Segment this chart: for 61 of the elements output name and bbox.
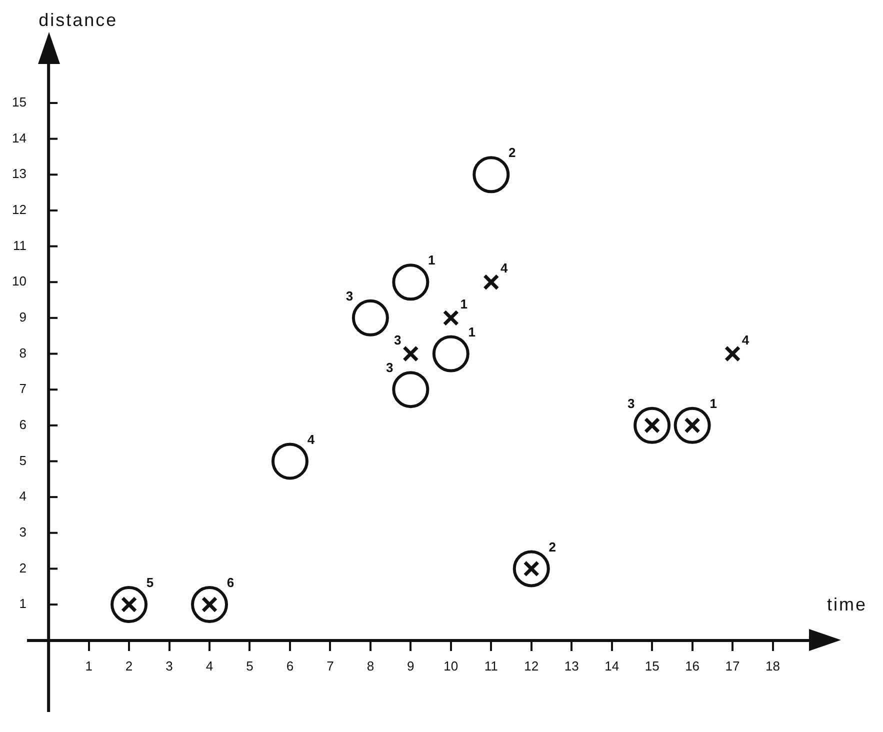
y-tick-label: 3 — [19, 524, 26, 540]
point — [432, 335, 470, 372]
point — [392, 371, 430, 408]
y-tick-label: 2 — [19, 560, 26, 576]
x-tick-label: 1 — [85, 658, 92, 674]
annotation: 4 — [307, 432, 316, 447]
y-tick-label: 8 — [19, 345, 26, 360]
annotation: 1 — [460, 296, 468, 312]
x-tick-label: 7 — [326, 658, 334, 674]
x-tick-label: 17 — [725, 658, 740, 674]
annotation: 4 — [500, 260, 509, 276]
annotation: 3 — [346, 288, 354, 304]
y-axis-title: distance — [38, 10, 118, 30]
point — [472, 156, 510, 194]
x-tick-label: 6 — [286, 658, 294, 674]
y-tick-label: 10 — [12, 274, 26, 289]
x-tick-label: 10 — [444, 658, 458, 674]
annotation: 3 — [394, 332, 402, 348]
point — [724, 346, 741, 362]
annotation: 1 — [428, 252, 436, 268]
x-tick-label: 13 — [564, 658, 579, 674]
annotation: 2 — [548, 539, 556, 554]
annotation: 2 — [508, 145, 516, 160]
point — [483, 274, 500, 290]
y-tick-label: 14 — [12, 130, 26, 146]
annotation: 3 — [386, 360, 394, 376]
y-tick-label: 13 — [12, 166, 26, 182]
annotation: 1 — [468, 324, 476, 340]
y-tick-label: 15 — [12, 94, 26, 110]
x-tick-label: 9 — [407, 658, 414, 674]
y-tick-label: 11 — [12, 238, 26, 253]
annotation: 1 — [710, 396, 717, 411]
x-axis-title: time — [827, 594, 868, 614]
point — [110, 586, 148, 624]
y-tick-label: 12 — [12, 202, 26, 218]
annotation: 5 — [146, 575, 154, 590]
point — [271, 442, 308, 480]
point — [392, 264, 430, 301]
x-tick-label: 14 — [604, 658, 620, 674]
x-tick-label: 3 — [166, 658, 173, 674]
x-tick-label: 5 — [246, 658, 254, 674]
y-tick-label: 9 — [19, 310, 26, 325]
x-tick-label: 12 — [524, 658, 539, 674]
x-tick-label: 16 — [685, 658, 700, 674]
point — [402, 346, 419, 362]
point — [352, 299, 389, 336]
annotation: 6 — [226, 575, 234, 590]
y-tick-label: 6 — [19, 416, 26, 432]
y-tick-label: 1 — [19, 596, 26, 612]
x-tick-label: 8 — [366, 658, 374, 674]
annotation: 3 — [627, 396, 635, 411]
y-tick-label: 5 — [19, 452, 26, 468]
x-tick-label: 11 — [484, 658, 498, 674]
x-tick-label: 18 — [766, 658, 780, 674]
annotation: 4 — [742, 332, 750, 348]
point — [442, 310, 460, 326]
y-tick-label: 7 — [19, 381, 26, 396]
x-tick-label: 4 — [206, 658, 214, 674]
x-tick-label: 15 — [644, 658, 660, 674]
x-tick-label: 2 — [125, 658, 133, 674]
y-tick-label: 4 — [19, 488, 26, 504]
